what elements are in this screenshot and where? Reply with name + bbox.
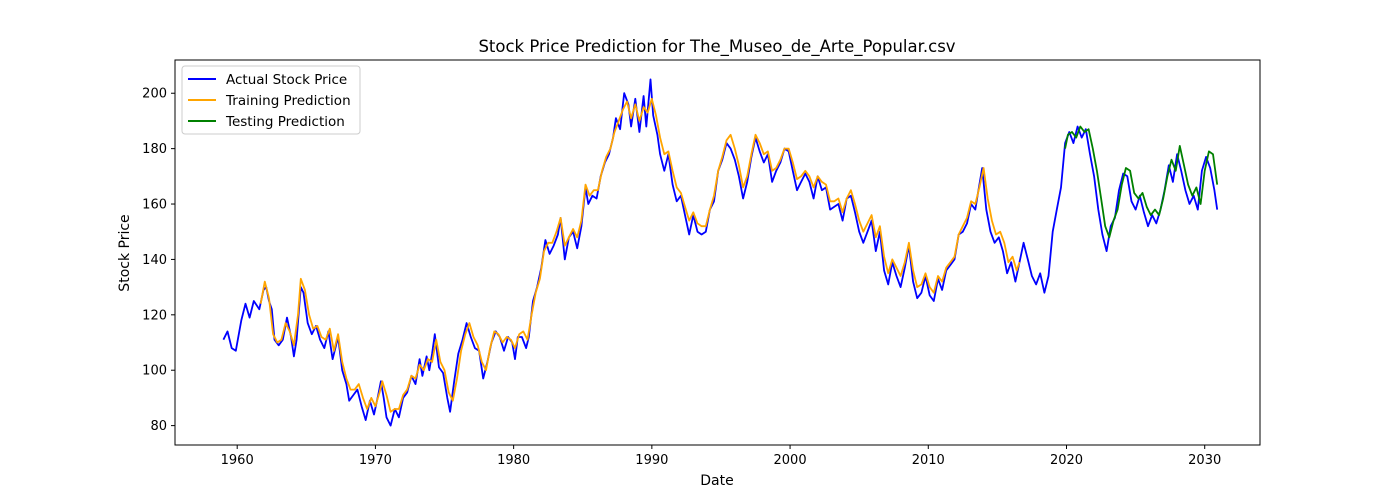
series-line-2: [259, 97, 1021, 413]
x-axis: 1960 1970 1980 1990 2000 2010 2020 2030: [221, 445, 1221, 468]
x-tick-label: 1960: [221, 453, 254, 468]
y-tick-label: 180: [142, 142, 167, 157]
legend-label: Testing Prediction: [225, 114, 345, 130]
legend-label: Actual Stock Price: [226, 72, 347, 88]
series-line-1: [222, 78, 1219, 427]
y-tick-label: 100: [142, 364, 167, 379]
chart-title: Stock Price Prediction for The_Museo_de_…: [478, 37, 955, 57]
y-tick-label: 140: [142, 253, 167, 268]
plot-area-frame: [174, 59, 1261, 446]
x-tick-label: 2010: [912, 453, 945, 468]
x-tick-label: 2020: [1050, 453, 1083, 468]
series-line-3: [1064, 125, 1219, 239]
y-axis-title: Stock Price: [117, 214, 133, 291]
y-tick-label: 200: [142, 87, 167, 102]
legend-box: [181, 65, 361, 135]
y-tick-label: 160: [142, 198, 167, 213]
x-tick-label: 1970: [359, 453, 392, 468]
x-tick-label: 2000: [774, 453, 807, 468]
y-tick-label: 120: [142, 308, 167, 323]
legend-label: Training Prediction: [225, 93, 351, 109]
series-lines: [222, 78, 1219, 427]
x-tick-label: 1980: [497, 453, 530, 468]
x-tick-label: 2030: [1188, 453, 1221, 468]
y-tick-label: 80: [150, 419, 167, 434]
x-axis-title: Date: [700, 473, 733, 489]
y-axis: 80 100 120 140 160 180 200: [142, 87, 175, 434]
x-tick-label: 1990: [635, 453, 668, 468]
legend: Actual Stock Price Training Prediction Tes…: [181, 65, 361, 135]
